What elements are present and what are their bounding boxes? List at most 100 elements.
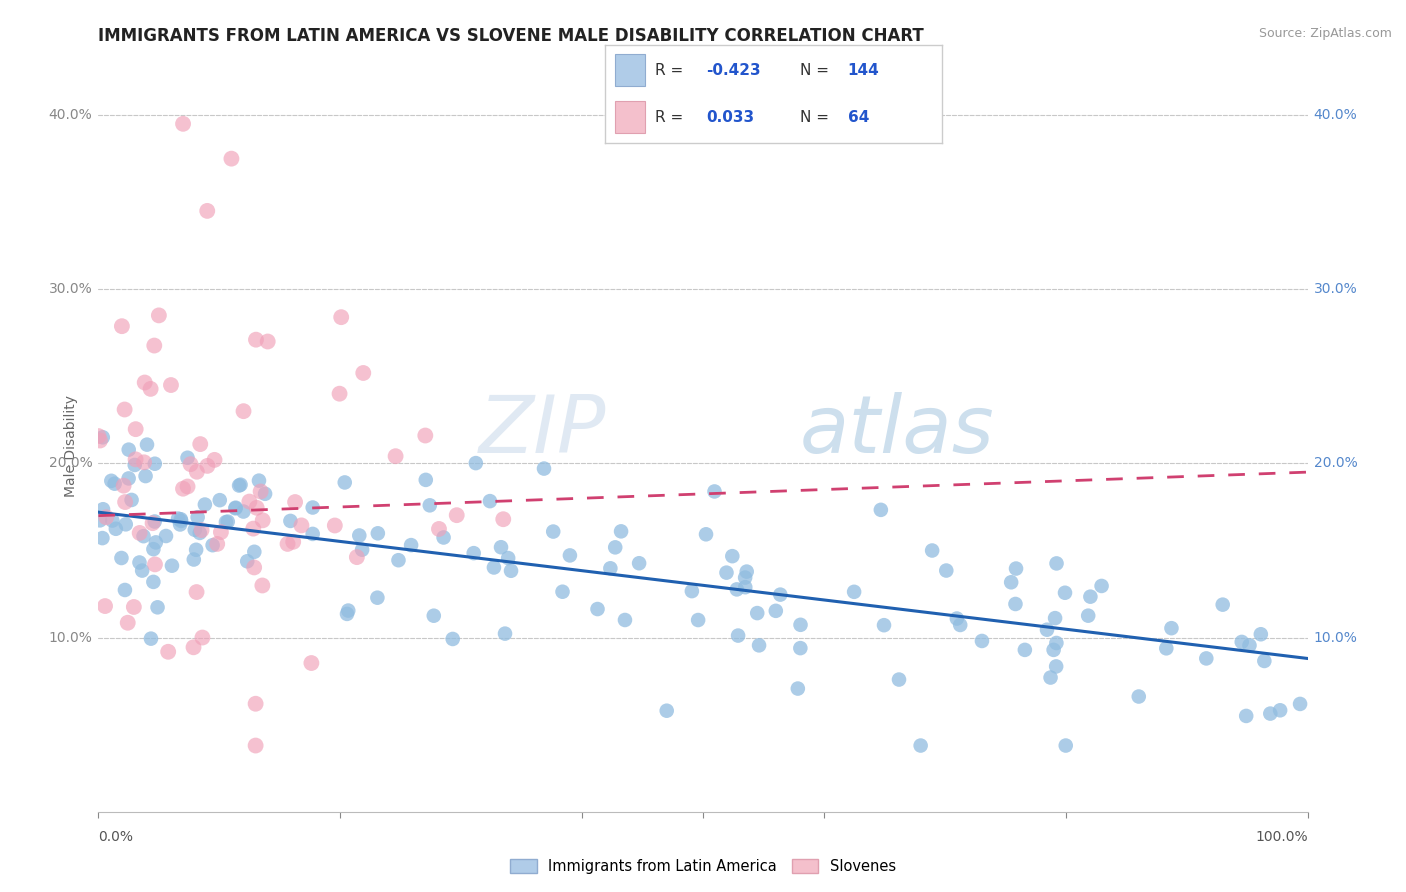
Point bbox=[330, 310, 353, 325]
Point bbox=[1039, 671, 1062, 685]
Point bbox=[789, 617, 811, 632]
Point bbox=[143, 338, 166, 352]
Text: 40.0%: 40.0% bbox=[49, 108, 93, 122]
Point bbox=[114, 495, 136, 509]
Point bbox=[131, 564, 153, 578]
Point bbox=[1212, 598, 1234, 612]
Point bbox=[256, 334, 278, 349]
Point bbox=[142, 542, 165, 557]
Point bbox=[217, 515, 239, 529]
Point bbox=[139, 632, 162, 646]
Point bbox=[1258, 706, 1281, 721]
Point bbox=[132, 455, 155, 469]
Point bbox=[586, 602, 609, 616]
Point bbox=[242, 522, 264, 536]
Point bbox=[146, 600, 169, 615]
Point bbox=[89, 513, 111, 527]
Point bbox=[427, 522, 450, 536]
Point bbox=[169, 517, 191, 532]
Point bbox=[143, 558, 166, 572]
Point bbox=[727, 629, 749, 643]
Point bbox=[228, 478, 250, 492]
Point bbox=[112, 478, 135, 492]
Point bbox=[1128, 690, 1150, 704]
Point bbox=[195, 458, 218, 473]
Point bbox=[114, 517, 136, 532]
Point bbox=[415, 473, 437, 487]
Point bbox=[283, 534, 305, 549]
Point bbox=[1239, 639, 1261, 653]
Point bbox=[558, 549, 581, 563]
Point bbox=[1230, 635, 1253, 649]
Point bbox=[132, 529, 155, 543]
Point bbox=[117, 615, 139, 630]
Point bbox=[160, 378, 183, 392]
Point bbox=[432, 531, 454, 545]
Point bbox=[384, 449, 406, 463]
Point bbox=[128, 556, 150, 570]
Point bbox=[1000, 575, 1022, 590]
Point bbox=[122, 599, 145, 614]
Point bbox=[478, 494, 501, 508]
Point bbox=[204, 453, 226, 467]
Point bbox=[183, 552, 205, 566]
Point bbox=[786, 681, 808, 696]
Point bbox=[114, 582, 136, 597]
Text: ZIP: ZIP bbox=[479, 392, 606, 470]
Point bbox=[183, 640, 205, 655]
Point bbox=[290, 518, 312, 533]
Point bbox=[599, 561, 621, 575]
Point bbox=[533, 461, 555, 475]
Text: -0.423: -0.423 bbox=[706, 62, 761, 78]
Point bbox=[104, 476, 127, 491]
Point bbox=[610, 524, 633, 539]
Point bbox=[188, 437, 211, 451]
Point bbox=[277, 537, 299, 551]
Point bbox=[142, 516, 165, 531]
Point bbox=[482, 560, 505, 574]
Point bbox=[136, 437, 159, 451]
Point bbox=[725, 582, 748, 597]
Text: 144: 144 bbox=[848, 62, 879, 78]
Point bbox=[186, 465, 208, 479]
Point bbox=[117, 471, 139, 485]
Point bbox=[423, 608, 446, 623]
Point bbox=[215, 515, 238, 529]
Point bbox=[209, 525, 232, 540]
Text: IMMIGRANTS FROM LATIN AMERICA VS SLOVENE MALE DISABILITY CORRELATION CHART: IMMIGRANTS FROM LATIN AMERICA VS SLOVENE… bbox=[98, 27, 924, 45]
Point bbox=[735, 565, 758, 579]
Point bbox=[887, 673, 910, 687]
Point bbox=[970, 634, 993, 648]
Point bbox=[1090, 579, 1112, 593]
Point bbox=[186, 585, 208, 599]
Point bbox=[441, 632, 464, 646]
Bar bbox=[614, 54, 645, 87]
Point bbox=[229, 477, 252, 491]
Text: Source: ZipAtlas.com: Source: ZipAtlas.com bbox=[1258, 27, 1392, 40]
Point bbox=[104, 522, 127, 536]
Point bbox=[494, 626, 516, 640]
Point bbox=[91, 430, 114, 444]
Point bbox=[155, 529, 177, 543]
Point bbox=[142, 574, 165, 589]
Point bbox=[1014, 643, 1036, 657]
Point bbox=[243, 545, 266, 559]
Point bbox=[245, 333, 267, 347]
Point bbox=[1080, 590, 1102, 604]
Point bbox=[245, 697, 267, 711]
Point bbox=[194, 498, 217, 512]
Point bbox=[1077, 608, 1099, 623]
Point bbox=[551, 584, 574, 599]
Point bbox=[747, 606, 769, 620]
Point bbox=[180, 457, 202, 471]
Point bbox=[1250, 627, 1272, 641]
Text: 100.0%: 100.0% bbox=[1256, 830, 1308, 844]
Point bbox=[118, 442, 141, 457]
Point bbox=[94, 599, 117, 613]
Point bbox=[721, 549, 744, 563]
Point bbox=[170, 514, 193, 528]
Point bbox=[172, 117, 194, 131]
Point bbox=[121, 492, 143, 507]
Point bbox=[184, 542, 207, 557]
Point bbox=[349, 528, 371, 542]
